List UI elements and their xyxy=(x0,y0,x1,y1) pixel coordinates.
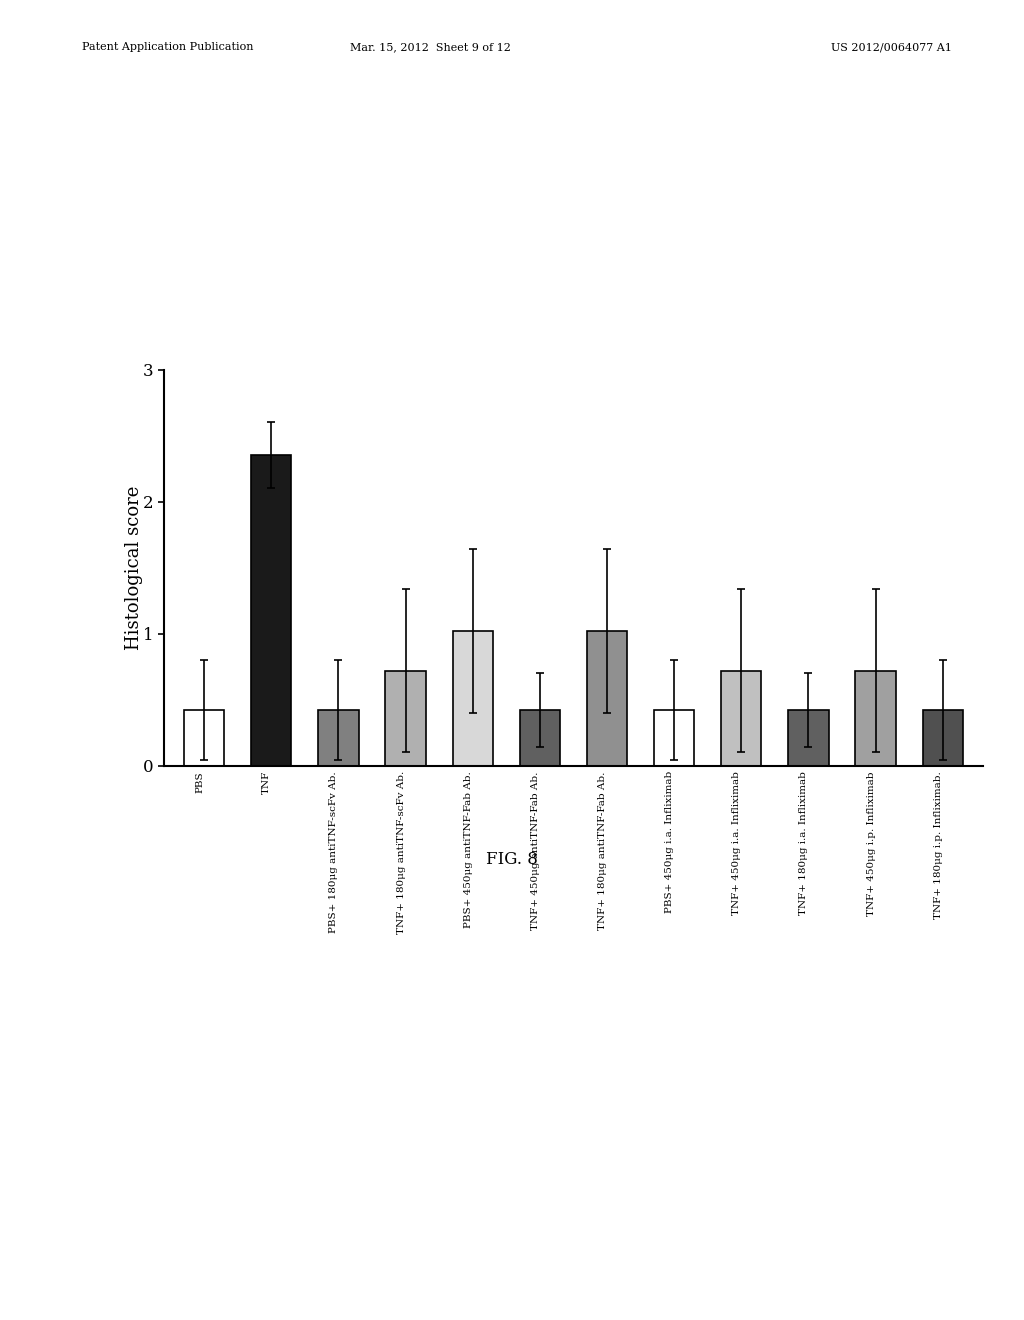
Bar xyxy=(587,631,627,766)
Text: Mar. 15, 2012  Sheet 9 of 12: Mar. 15, 2012 Sheet 9 of 12 xyxy=(349,42,511,53)
Y-axis label: Histological score: Histological score xyxy=(126,486,143,649)
Bar xyxy=(855,671,896,766)
Bar xyxy=(251,455,292,766)
Text: FIG. 8: FIG. 8 xyxy=(486,851,538,869)
Text: Patent Application Publication: Patent Application Publication xyxy=(82,42,253,53)
Bar xyxy=(520,710,560,766)
Bar xyxy=(318,710,358,766)
Bar xyxy=(788,710,828,766)
Bar xyxy=(184,710,224,766)
Bar xyxy=(721,671,762,766)
Bar xyxy=(385,671,426,766)
Text: US 2012/0064077 A1: US 2012/0064077 A1 xyxy=(831,42,952,53)
Bar xyxy=(453,631,493,766)
Bar xyxy=(923,710,963,766)
Bar xyxy=(654,710,694,766)
